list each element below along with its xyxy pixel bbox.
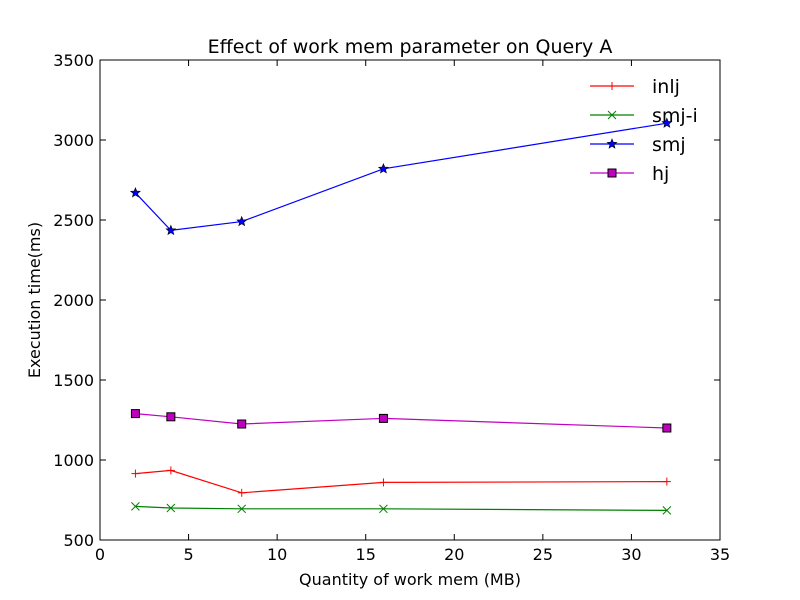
series-line-smj-i xyxy=(135,505,667,511)
data-point-smj xyxy=(377,162,389,174)
y-tick-label: 1000 xyxy=(53,451,94,470)
data-point-smj xyxy=(236,215,248,227)
series-line-hj xyxy=(135,413,667,429)
series-inlj xyxy=(131,466,671,497)
data-point-smj-i xyxy=(662,506,672,515)
data-point-smj xyxy=(165,224,177,236)
series-hj xyxy=(130,409,672,433)
legend-label: inlj xyxy=(652,76,680,98)
data-point-smj-i xyxy=(131,502,140,511)
series-smj xyxy=(129,117,673,236)
x-tick-label: 35 xyxy=(710,545,730,564)
data-point-inlj xyxy=(662,477,671,486)
legend-marker xyxy=(606,138,618,149)
series-smj-i xyxy=(131,502,672,515)
legend-entry-inlj: inlj xyxy=(590,76,680,98)
data-point-smj-i xyxy=(166,503,176,513)
y-tick-label: 2000 xyxy=(53,291,94,310)
legend-entry-smj-i: smj-i xyxy=(590,105,698,127)
plot-frame xyxy=(99,59,721,541)
data-point-inlj xyxy=(237,488,246,497)
axes: 0 5 10 15 20 25 30 35 500 1000 1500 2000 2500 3000 350… xyxy=(53,51,730,564)
series-line-smj xyxy=(134,122,667,232)
y-axis-label: Execution time(ms) xyxy=(25,222,44,378)
data-point-hj xyxy=(130,409,140,419)
x-tick-label: 30 xyxy=(621,545,641,564)
x-tick-label: 15 xyxy=(356,545,376,564)
legend-marker xyxy=(607,168,617,178)
legend-label: smj-i xyxy=(652,105,698,127)
legend: inlj smj-i smj hj xyxy=(590,76,698,185)
series-line-inlj xyxy=(135,469,667,494)
data-point-hj xyxy=(378,413,388,423)
x-tick-label: 10 xyxy=(267,545,287,564)
data-point-smj xyxy=(129,186,141,198)
x-axis-label: Quantity of work mem (MB) xyxy=(299,570,521,589)
legend-label: hj xyxy=(652,163,669,185)
data-point-hj xyxy=(237,419,247,429)
data-point-hj xyxy=(662,423,672,433)
legend-marker xyxy=(607,110,617,120)
x-tick-label: 0 xyxy=(95,545,105,564)
data-point-smj xyxy=(661,117,673,128)
data-point-inlj xyxy=(166,466,175,475)
y-tick-label: 500 xyxy=(63,531,94,550)
data-point-hj xyxy=(166,412,176,422)
legend-label: smj xyxy=(652,134,686,156)
x-tick-label: 5 xyxy=(183,545,193,564)
legend-entry-smj: smj xyxy=(590,134,686,156)
x-tick-label: 20 xyxy=(444,545,464,564)
chart-title: Effect of work mem parameter on Query A xyxy=(208,36,613,58)
data-point-smj-i xyxy=(379,504,388,514)
x-tick-label: 25 xyxy=(533,545,553,564)
plot-area xyxy=(129,117,673,515)
y-tick-label: 1500 xyxy=(53,371,94,390)
legend-marker xyxy=(608,82,616,90)
data-point-smj-i xyxy=(237,504,247,514)
y-tick-label: 3000 xyxy=(53,131,94,150)
data-point-inlj xyxy=(131,469,140,478)
y-tick-label: 2500 xyxy=(53,211,94,230)
y-tick-label: 3500 xyxy=(53,51,94,70)
legend-entry-hj: hj xyxy=(590,163,669,185)
data-point-inlj xyxy=(379,478,388,487)
